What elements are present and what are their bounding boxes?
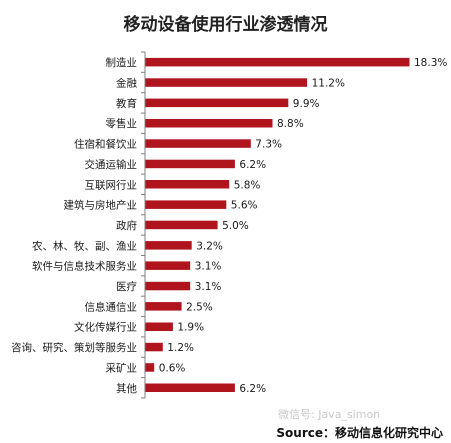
category-label: 咨询、研究、策划等服务业 bbox=[11, 341, 137, 354]
bar bbox=[145, 322, 173, 331]
category-label: 制造业 bbox=[106, 56, 138, 69]
category-label: 农、林、牧、副、渔业 bbox=[32, 239, 137, 252]
category-label: 其他 bbox=[116, 382, 137, 395]
bar bbox=[145, 98, 289, 108]
value-label: 5.8% bbox=[234, 179, 261, 191]
category-label: 采矿业 bbox=[106, 361, 138, 374]
bars bbox=[145, 57, 410, 392]
value-label: 3.2% bbox=[196, 240, 223, 252]
watermark: 微信号: Java_simon bbox=[278, 408, 381, 421]
category-label: 建筑与房地产业 bbox=[64, 199, 138, 212]
value-label: 7.3% bbox=[255, 139, 282, 151]
value-label: 1.9% bbox=[177, 322, 204, 334]
bar bbox=[145, 180, 230, 189]
bar bbox=[145, 78, 308, 87]
value-label: 2.5% bbox=[186, 301, 213, 313]
value-label: 11.2% bbox=[312, 78, 345, 90]
category-label: 文化传媒行业 bbox=[74, 321, 137, 334]
category-label: 交通运输业 bbox=[85, 158, 138, 171]
bar bbox=[145, 200, 227, 209]
source-note: Source：移动信息化研究中心 bbox=[276, 426, 443, 440]
category-label: 金融 bbox=[116, 77, 137, 90]
bar bbox=[145, 261, 191, 270]
bar bbox=[145, 383, 235, 392]
bar bbox=[145, 220, 218, 230]
category-label: 住宿和餐饮业 bbox=[74, 138, 137, 151]
value-label: 5.6% bbox=[231, 200, 258, 212]
value-label: 3.1% bbox=[195, 281, 222, 293]
chart-title: 移动设备使用行业渗透情况 bbox=[123, 15, 328, 35]
category-labels: 制造业金融教育零售业住宿和餐饮业交通运输业互联网行业建筑与房地产业政府农、林、牧… bbox=[11, 56, 137, 395]
bar bbox=[145, 241, 192, 250]
category-label: 零售业 bbox=[106, 117, 138, 130]
value-label: 5.0% bbox=[222, 220, 249, 232]
value-label: 1.2% bbox=[167, 342, 194, 354]
category-label: 医疗 bbox=[116, 280, 137, 293]
value-label: 6.2% bbox=[239, 159, 266, 171]
value-label: 3.1% bbox=[195, 261, 222, 273]
value-label: 0.6% bbox=[159, 362, 186, 374]
value-label: 8.8% bbox=[277, 118, 304, 130]
bar bbox=[145, 159, 235, 169]
bar bbox=[145, 342, 163, 352]
category-label: 软件与信息技术服务业 bbox=[32, 260, 137, 273]
axis-ticks bbox=[141, 51, 145, 399]
category-label: 信息通信业 bbox=[85, 300, 138, 313]
category-label: 政府 bbox=[116, 219, 137, 232]
category-label: 互联网行业 bbox=[85, 178, 138, 191]
bar bbox=[145, 281, 191, 291]
bar bbox=[145, 363, 155, 372]
value-label: 18.3% bbox=[414, 57, 447, 69]
bar bbox=[145, 302, 182, 311]
value-labels: 18.3% 11.2% 9.9% 8.8% 7.3% 6.2% 5.8% 5.6% 5.0% 3.… bbox=[159, 57, 448, 395]
bar bbox=[145, 57, 410, 67]
value-label: 9.9% bbox=[293, 98, 320, 110]
category-label: 教育 bbox=[116, 97, 137, 110]
bar bbox=[145, 139, 251, 148]
value-label: 6.2% bbox=[239, 383, 266, 395]
bar bbox=[145, 119, 273, 128]
